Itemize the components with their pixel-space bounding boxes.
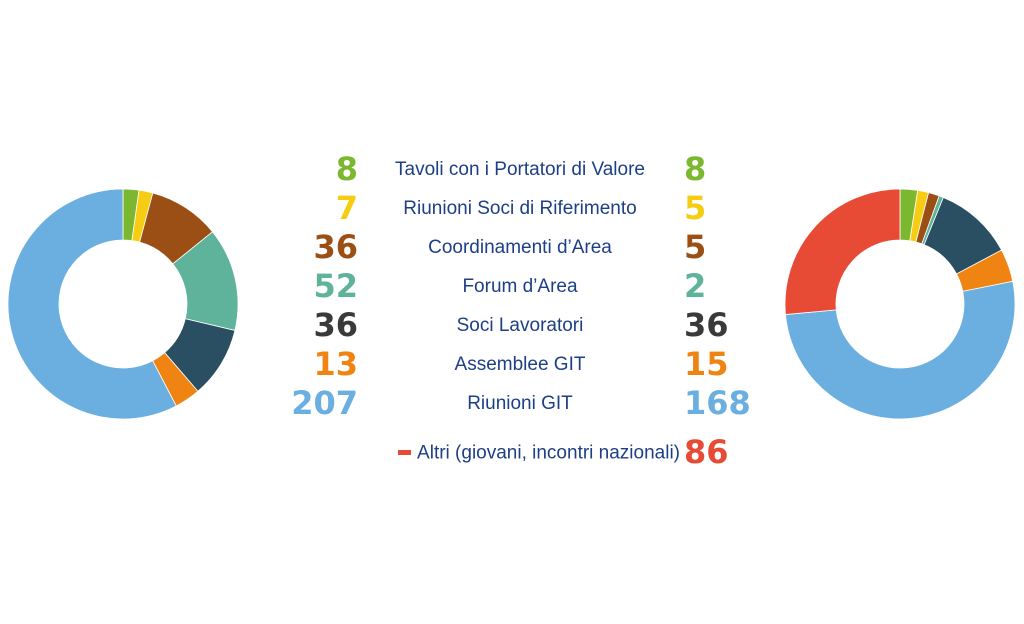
right-value: 5 (684, 228, 707, 266)
donut-chart-right (784, 188, 1016, 420)
donut-slice (7, 188, 177, 420)
legend-label: Soci Lavoratori (456, 315, 584, 336)
legend-row: 13 Assemblee GIT 15 (270, 345, 770, 384)
left-value: 7 (335, 189, 358, 227)
legend: 8 Tavoli con i Portatori di Valore 8 7 R… (270, 150, 770, 480)
legend-row: 52 Forum d’Area 2 (270, 267, 770, 306)
right-value: 5 (684, 189, 707, 227)
legend-label: Coordinamenti d’Area (428, 237, 612, 258)
donut-slice (784, 188, 901, 315)
left-value: 13 (313, 345, 358, 383)
right-value: 8 (684, 150, 707, 188)
legend-swatch (398, 450, 412, 456)
left-value: 36 (313, 306, 358, 344)
right-value: 2 (684, 267, 707, 305)
legend-label: Forum d’Area (462, 276, 578, 297)
donut-slice (785, 280, 1016, 420)
left-value: 207 (291, 384, 358, 422)
legend-row: 207 Riunioni GIT 168 (270, 384, 770, 423)
right-value: 15 (684, 345, 729, 383)
legend-row: 8 Tavoli con i Portatori di Valore 8 (270, 150, 770, 189)
legend-row: 36 Coordinamenti d’Area 5 (270, 228, 770, 267)
right-value: 168 (684, 384, 751, 422)
legend-label: Altri (giovani, incontri nazionali) (417, 442, 680, 464)
legend-label: Assemblee GIT (454, 354, 586, 375)
donut-chart-left (7, 188, 239, 420)
legend-label: Tavoli con i Portatori di Valore (395, 159, 645, 180)
legend-row: 36 Soci Lavoratori 36 (270, 306, 770, 345)
legend-label: Riunioni Soci di Riferimento (403, 198, 637, 219)
legend-row-altri: Altri (giovani, incontri nazionali) 86 (270, 433, 770, 472)
left-value: 8 (335, 150, 358, 188)
legend-label: Riunioni GIT (467, 393, 573, 414)
left-value: 52 (313, 267, 358, 305)
legend-label-wrap: Altri (giovani, incontri nazionali) (340, 433, 680, 472)
legend-row: 7 Riunioni Soci di Riferimento 5 (270, 189, 770, 228)
right-value: 86 (684, 433, 729, 471)
right-value: 36 (684, 306, 729, 344)
left-value: 36 (313, 228, 358, 266)
